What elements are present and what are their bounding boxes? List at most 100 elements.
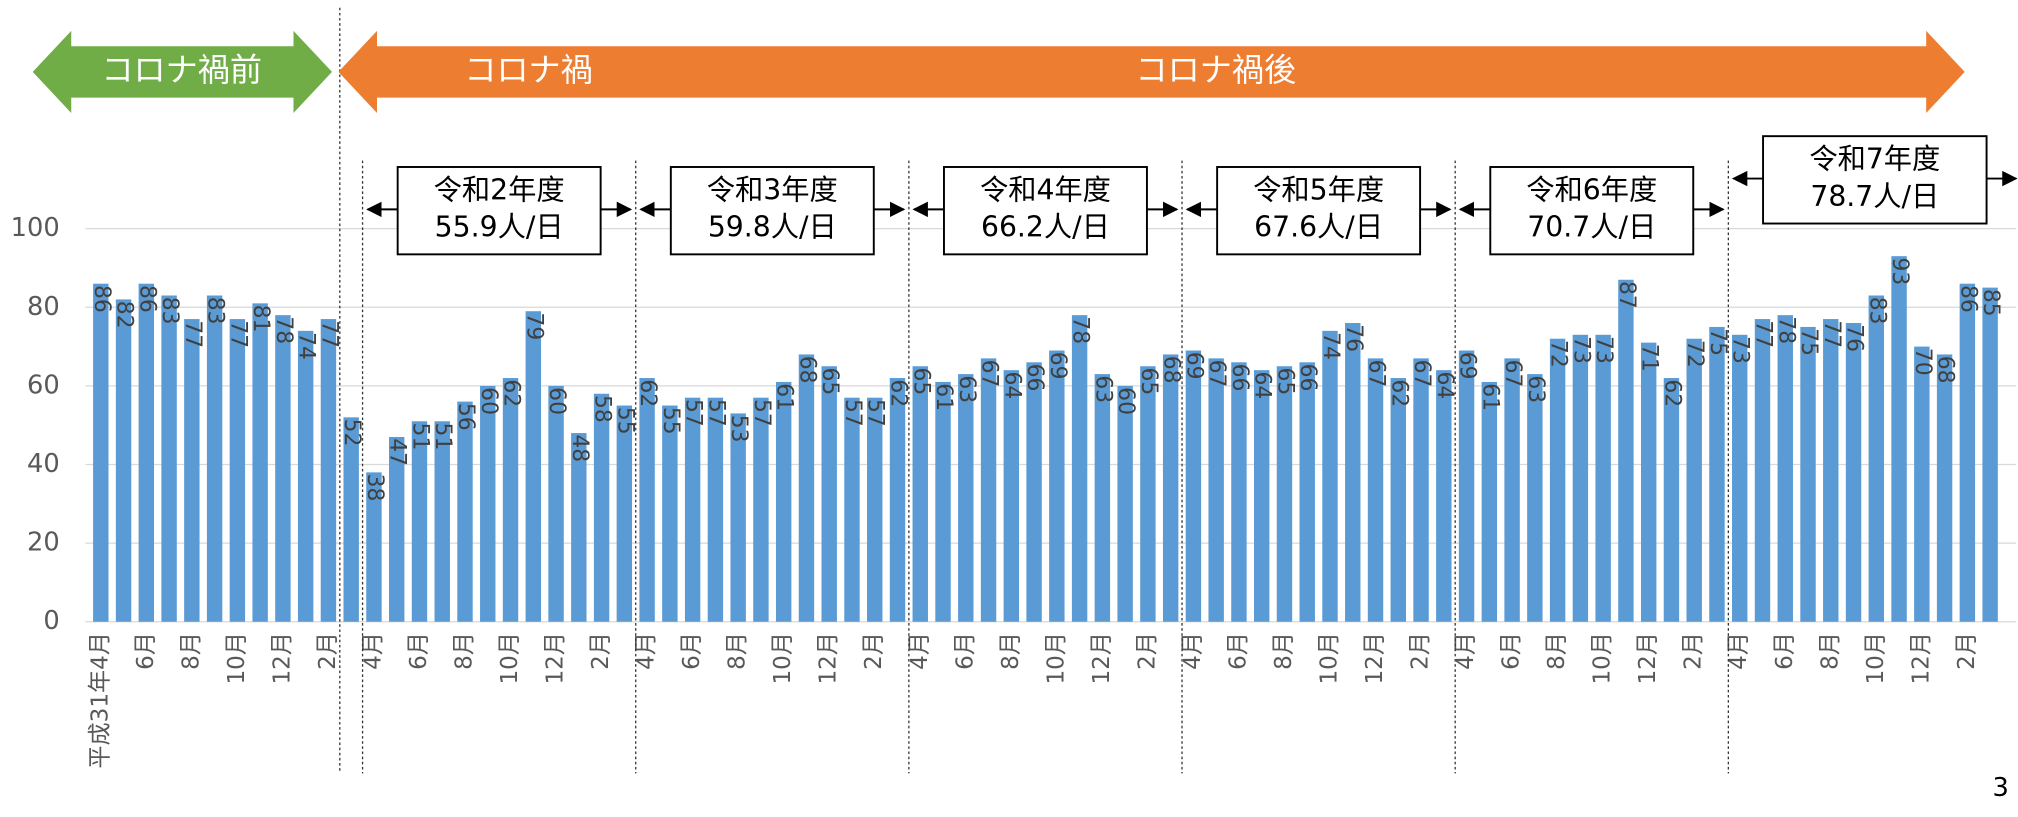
x-tick-label: 10月 — [1590, 632, 1616, 685]
bar — [1185, 350, 1202, 622]
data-label: 69 — [1045, 352, 1070, 380]
data-label: 77 — [1750, 320, 1775, 348]
data-label: 73 — [1568, 336, 1593, 364]
x-tick-label: 12月 — [1908, 632, 1934, 685]
year-average: 70.7人/日 — [1527, 211, 1656, 244]
bar — [434, 421, 450, 622]
data-label: 57 — [681, 399, 706, 427]
bar — [184, 319, 200, 622]
x-tick-label: 10月 — [1316, 632, 1342, 685]
bar — [1549, 338, 1566, 622]
bar — [1299, 362, 1315, 622]
x-tick-label: 2月 — [1681, 632, 1707, 670]
year-box — [669, 166, 875, 256]
data-label: 78 — [1773, 316, 1798, 344]
bar — [775, 381, 792, 622]
bar — [1458, 350, 1475, 622]
data-label: 65 — [908, 368, 933, 396]
x-tick-label: 2月 — [588, 632, 614, 670]
year-average: 55.9人/日 — [435, 211, 564, 244]
data-label: 62 — [635, 379, 660, 407]
data-label: 93 — [1887, 257, 1912, 285]
bar — [730, 413, 746, 622]
bar — [1162, 354, 1179, 622]
bar — [844, 397, 860, 622]
data-label: 67 — [1409, 360, 1434, 388]
data-label: 64 — [999, 371, 1024, 399]
bar — [1686, 338, 1702, 622]
data-label: 83 — [203, 297, 228, 325]
x-tick-label: 8月 — [1271, 632, 1297, 670]
data-label: 75 — [1705, 328, 1730, 356]
bar — [297, 330, 314, 622]
x-tick-label: 6月 — [679, 632, 705, 670]
data-label: 67 — [1500, 360, 1525, 388]
year-average: 67.6人/日 — [1254, 211, 1383, 244]
data-label: 72 — [1546, 340, 1571, 368]
data-label: 66 — [1227, 364, 1252, 392]
bar — [1049, 350, 1065, 622]
data-label: 66 — [1022, 364, 1047, 392]
x-tick-label: 2月 — [1408, 632, 1434, 670]
bar — [1800, 326, 1816, 622]
data-label: 60 — [1113, 387, 1138, 415]
data-label: 76 — [1341, 324, 1366, 352]
year-box — [1216, 166, 1422, 256]
year-average: 59.8人/日 — [708, 211, 837, 244]
x-tick-label: 4月 — [1180, 632, 1206, 670]
data-label: 60 — [544, 387, 569, 415]
data-label: 68 — [794, 356, 819, 384]
data-label: 65 — [1136, 368, 1161, 396]
bar — [366, 472, 382, 622]
period-arrow — [32, 30, 333, 114]
data-label: 69 — [1455, 352, 1480, 380]
data-label: 77 — [316, 320, 341, 348]
bar — [1845, 322, 1862, 622]
period-label: コロナ禍後 — [1136, 51, 1297, 89]
bar — [1253, 370, 1270, 622]
bar — [138, 283, 155, 622]
x-tick-label: 10月 — [224, 632, 250, 685]
data-label: 56 — [453, 403, 478, 431]
year-box — [396, 166, 602, 256]
x-tick-label: 4月 — [907, 632, 933, 670]
y-tick-label: 80 — [27, 292, 60, 322]
bar — [343, 417, 359, 622]
bar — [93, 283, 109, 622]
data-label: 77 — [225, 320, 250, 348]
bar — [1322, 330, 1338, 622]
bar — [525, 311, 541, 622]
y-tick-label: 20 — [27, 528, 60, 558]
bar — [1481, 381, 1498, 622]
bar — [1367, 358, 1384, 622]
data-label: 57 — [749, 399, 774, 427]
year-average: 78.7人/日 — [1810, 180, 1939, 213]
data-label: 69 — [1181, 352, 1206, 380]
bar — [1026, 362, 1042, 622]
bar — [480, 385, 496, 622]
data-label: 61 — [1477, 383, 1502, 411]
data-label: 87 — [1614, 281, 1639, 309]
bar — [1140, 366, 1156, 622]
y-tick-label: 60 — [27, 370, 60, 400]
data-label: 55 — [658, 407, 683, 435]
data-label: 55 — [612, 407, 637, 435]
x-tick-label: 12月 — [1635, 632, 1661, 685]
data-label: 72 — [1682, 340, 1707, 368]
bar — [1868, 295, 1885, 622]
bar — [662, 405, 678, 622]
x-tick-label: 12月 — [543, 632, 569, 685]
bar — [684, 397, 701, 622]
year-label: 令和7年度 — [1809, 143, 1940, 176]
bar — [1231, 362, 1247, 622]
bar — [1823, 319, 1839, 622]
period-label: コロナ禍 — [464, 51, 592, 89]
bar — [958, 374, 974, 622]
data-label: 51 — [430, 423, 455, 451]
data-label: 67 — [1364, 360, 1389, 388]
y-tick-label: 0 — [43, 606, 59, 636]
bar — [980, 358, 997, 622]
x-tick-label: 4月 — [634, 632, 660, 670]
data-label: 64 — [1250, 371, 1275, 399]
